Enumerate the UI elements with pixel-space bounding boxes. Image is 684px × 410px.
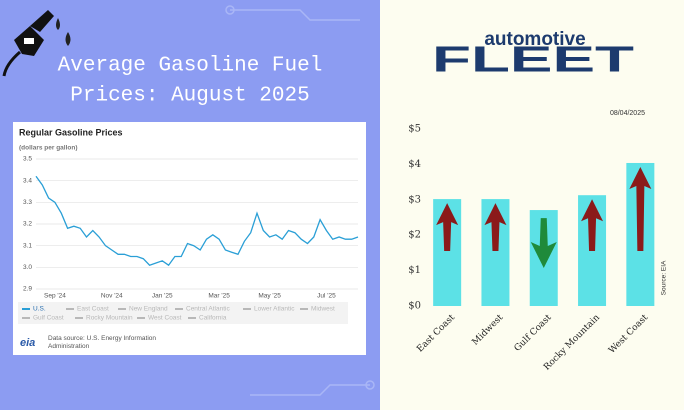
- x-tick-label: May '25: [258, 293, 281, 300]
- title: Prices: August 2025: [70, 85, 309, 108]
- y-tick-label: $3: [408, 194, 421, 205]
- x-tick-label: Mar '25: [208, 293, 230, 300]
- y-tick-label: $4: [408, 159, 421, 170]
- x-tick-label: Nov '24: [101, 293, 123, 300]
- trend-arrow: [530, 218, 557, 268]
- trend-arrow: [581, 199, 604, 251]
- y-tick-label: 3.1: [23, 242, 32, 249]
- y-tick-label: 3.5: [23, 156, 32, 163]
- y-tick-label: 3.0: [23, 264, 32, 271]
- legend-label: New England: [129, 306, 168, 313]
- y-tick-label: $2: [408, 230, 421, 241]
- trend-arrow: [484, 203, 507, 251]
- brand-line1: automotive: [484, 29, 585, 50]
- y-tick-label: 3.4: [23, 177, 32, 184]
- chart-subtitle: (dollars per gallon): [19, 145, 78, 152]
- chart-title: Regular Gasoline Prices: [19, 127, 123, 137]
- trend-arrow: [629, 166, 652, 251]
- legend-label: Rocky Mountain: [86, 315, 133, 322]
- y-tick-label: 2.9: [23, 286, 32, 293]
- x-tick-label: Jan '25: [152, 293, 173, 300]
- x-tick-label: Jul '25: [317, 293, 336, 300]
- legend-label: Gulf Coast: [33, 315, 64, 322]
- legend-label: East Coast: [77, 306, 109, 313]
- legend-label: Central Atlantic: [186, 306, 230, 313]
- source: Source: EIA: [661, 260, 668, 295]
- legend-label: Midwest: [311, 306, 335, 313]
- y-tick-label: 3.3: [23, 199, 32, 206]
- brand-line2: FLEET: [432, 39, 634, 80]
- source: Data source: U.S. Energy Information Adm…: [48, 335, 157, 350]
- y-tick-label: $5: [408, 124, 421, 135]
- source-box: Data source: U.S. Energy Information Adm…: [48, 335, 157, 350]
- trend-arrow: [436, 203, 459, 251]
- y-tick-label: $0: [408, 301, 421, 312]
- y-tick-label: $1: [408, 265, 421, 276]
- legend-label: California: [199, 315, 227, 322]
- decoration: [225, 5, 375, 396]
- y-tick-label: 3.2: [23, 221, 32, 228]
- title: Average Gasoline Fuel: [58, 55, 323, 78]
- date: 08/04/2025: [610, 110, 645, 117]
- fuel-pump-icon: [2, 10, 71, 77]
- legend-label: Lower Atlantic: [254, 306, 295, 313]
- legend-label: West Coast: [148, 315, 182, 322]
- line-series: [35, 175, 359, 267]
- legend-label: U.S.: [33, 306, 46, 313]
- legend-box: [18, 302, 348, 324]
- logo: eia: [20, 337, 35, 349]
- x-tick-label: Sep '24: [44, 293, 66, 300]
